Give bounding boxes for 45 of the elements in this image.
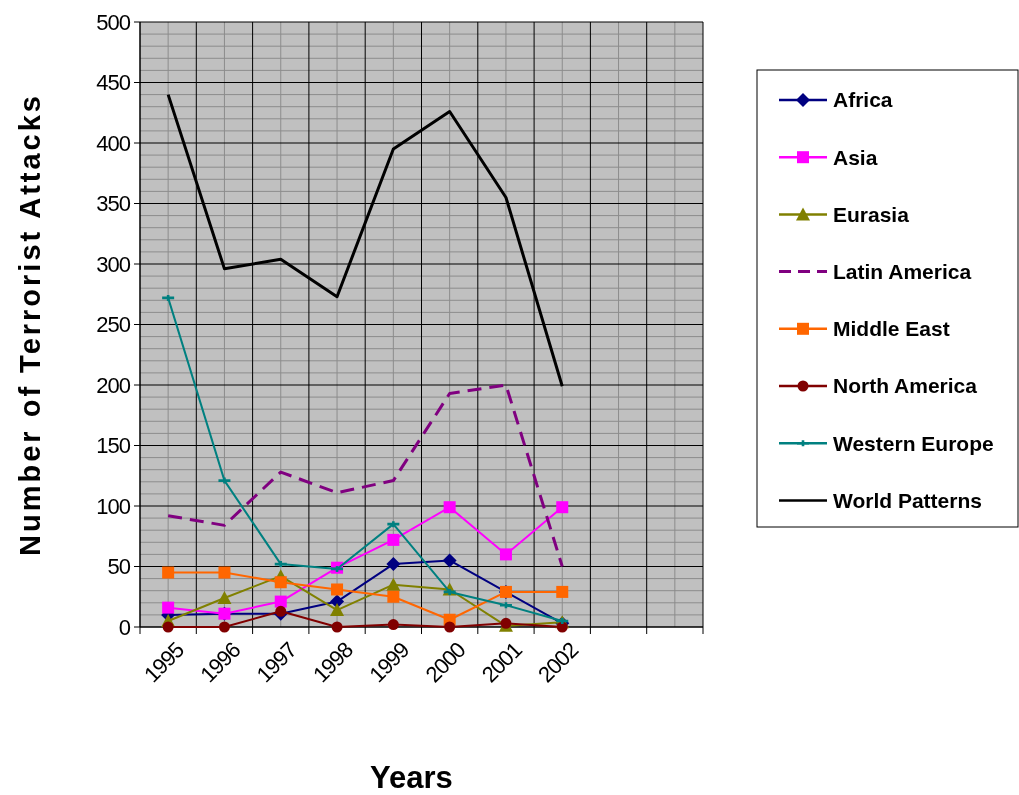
point: [331, 621, 343, 633]
y-tick-label: 150: [96, 433, 131, 459]
y-tick-label: 50: [107, 554, 131, 580]
point: [386, 577, 401, 591]
point: [275, 605, 287, 617]
point: [387, 619, 399, 631]
y-axis-title: Number of Terrorist Attacks: [14, 93, 46, 556]
y-tick-label: 350: [96, 191, 131, 217]
point: [499, 548, 512, 561]
point: [331, 583, 344, 596]
y-tick-label: 200: [96, 372, 131, 398]
point: [274, 576, 287, 589]
point: [218, 621, 230, 633]
legend-label: Western Europe: [833, 431, 994, 455]
legend-label: Eurasia: [833, 202, 910, 226]
point: [162, 566, 175, 579]
point: [330, 603, 345, 617]
y-tick-label: 450: [96, 70, 131, 96]
legend-label: Asia: [833, 145, 878, 169]
point: [217, 590, 232, 604]
point: [274, 595, 287, 608]
y-tick-label: 400: [96, 130, 131, 156]
y-tick-label: 0: [118, 614, 131, 640]
point: [387, 533, 400, 546]
point: [444, 621, 456, 633]
point: [443, 501, 456, 514]
legend-label: Africa: [833, 88, 893, 112]
legend-label: Middle East: [833, 317, 950, 341]
point: [218, 566, 231, 579]
point: [556, 501, 569, 514]
y-tick-label: 500: [96, 9, 131, 35]
point: [162, 621, 174, 633]
legend-label: World Patterns: [833, 488, 982, 512]
point: [556, 585, 569, 598]
point: [386, 557, 401, 572]
y-tick-label: 100: [96, 493, 131, 519]
point: [442, 553, 457, 568]
legend-label: Latin America: [833, 259, 972, 283]
point: [162, 601, 175, 614]
y-tick-label: 250: [96, 312, 131, 338]
y-tick-label: 300: [96, 251, 131, 277]
point: [387, 590, 400, 603]
legend-label: North America: [833, 374, 978, 398]
x-axis-title: Years: [370, 760, 453, 795]
line-series: [166, 383, 564, 568]
